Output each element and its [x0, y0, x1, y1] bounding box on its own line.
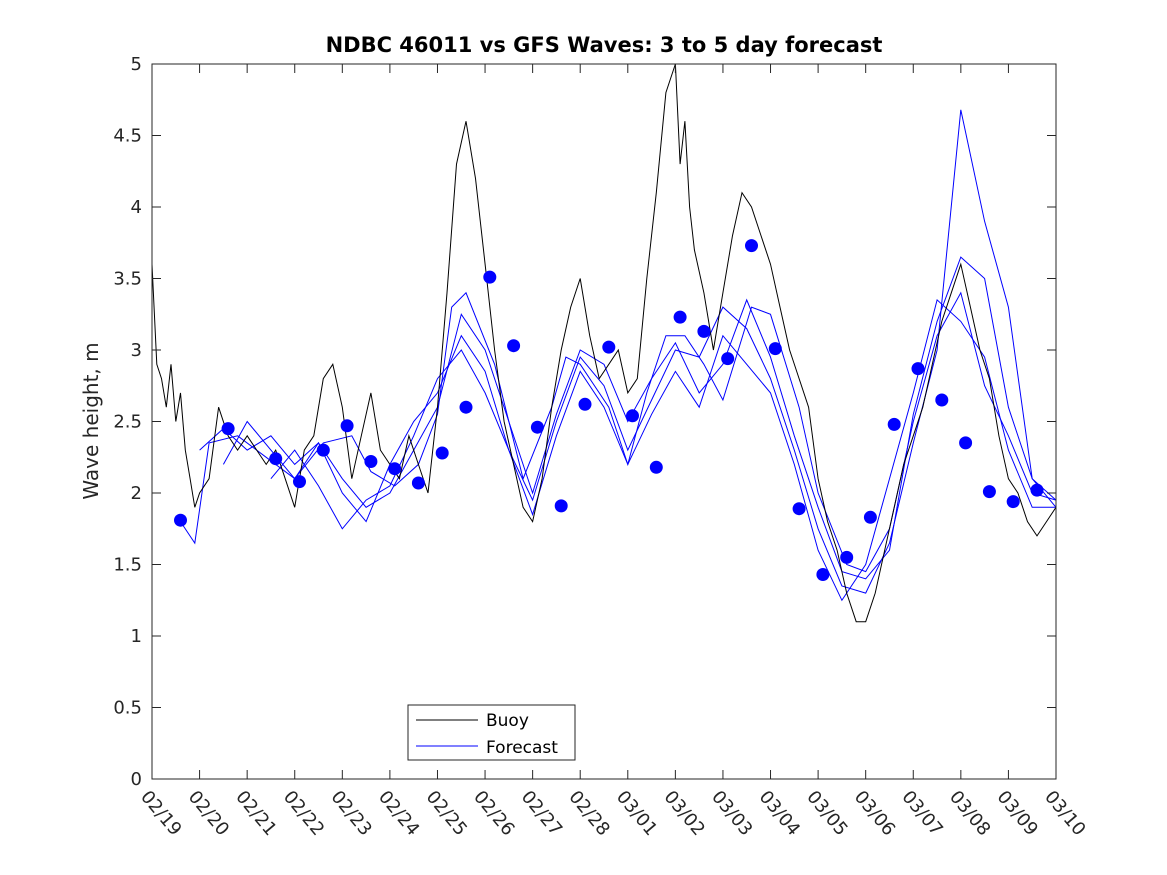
forecast-marker: [911, 362, 925, 376]
legend-forecast-label: Forecast: [486, 738, 558, 758]
forecast-marker: [982, 485, 996, 499]
forecast-marker: [293, 475, 306, 489]
forecast-marker: [626, 409, 639, 423]
forecast-marker: [673, 310, 687, 324]
forecast-marker: [721, 352, 735, 366]
y-tick-label: 5: [131, 54, 142, 75]
y-tick-label: 4.5: [113, 126, 142, 147]
forecast-marker: [935, 393, 949, 407]
forecast-marker: [816, 568, 830, 581]
forecast-marker: [435, 446, 449, 460]
forecast-marker: [411, 476, 425, 490]
forecast-marker: [174, 513, 187, 527]
forecast-marker: [649, 460, 663, 474]
y-axis-label: Wave height, m: [79, 342, 103, 499]
y-tick-label: 3: [131, 340, 142, 361]
forecast-marker: [863, 510, 877, 524]
forecast-run-line-4: [270, 298, 1056, 602]
y-tick-label: 0.5: [113, 698, 142, 719]
y-tick-label: 1.5: [113, 555, 142, 576]
forecast-marker: [792, 502, 806, 516]
forecast-marker: [697, 324, 711, 338]
forecast-marker: [959, 436, 973, 450]
forecast-marker: [1030, 483, 1044, 497]
series-layer: [151, 63, 1057, 623]
forecast-marker: [340, 419, 354, 433]
forecast-marker: [768, 342, 782, 356]
y-tick-label: 3.5: [113, 269, 142, 290]
y-tick-label: 2: [131, 483, 142, 504]
forecast-run-line-3: [222, 109, 1057, 594]
y-tick-label: 0: [131, 769, 142, 790]
forecast-marker: [269, 452, 283, 466]
y-tick-label: 1: [131, 626, 142, 647]
forecast-marker: [364, 455, 378, 468]
plot-background: [152, 64, 1056, 779]
forecast-marker: [530, 420, 544, 434]
buoy-line: [151, 63, 1057, 623]
forecast-run-line-2: [199, 256, 1057, 580]
forecast-marker: [578, 397, 592, 411]
forecast-marker: [483, 270, 497, 284]
legend-box: [407, 704, 576, 761]
forecast-marker: [745, 239, 758, 253]
y-tick-label: 2.5: [113, 412, 142, 433]
chart-title: NDBC 46011 vs GFS Waves: 3 to 5 day fore…: [326, 33, 883, 57]
forecast-marker: [388, 462, 402, 476]
forecast-marker: [316, 443, 330, 457]
forecast-marker: [840, 550, 854, 564]
forecast-marker: [459, 400, 473, 414]
forecast-marker: [221, 422, 235, 436]
forecast-marker: [887, 417, 901, 431]
forecast-marker: [554, 499, 568, 513]
legend: Buoy Forecast: [407, 704, 576, 761]
forecast-marker: [1006, 495, 1020, 509]
legend-buoy-label: Buoy: [486, 711, 529, 731]
plot-area: [151, 63, 1057, 780]
y-tick-label: 4: [131, 197, 142, 218]
forecast-marker: [507, 339, 521, 353]
forecast-marker: [602, 340, 616, 354]
